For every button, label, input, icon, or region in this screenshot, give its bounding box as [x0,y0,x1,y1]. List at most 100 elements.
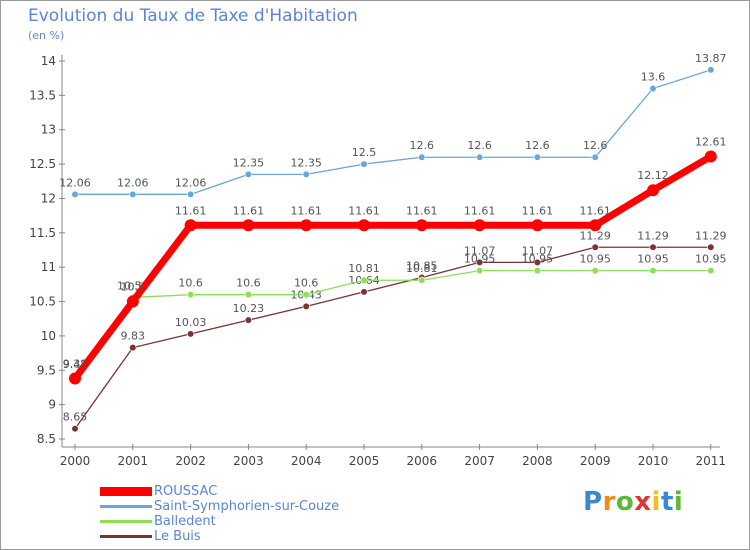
data-point-roussac [300,219,313,232]
data-point-le-buis [533,258,542,266]
data-label-roussac: 12.12 [637,169,669,182]
y-tick-label: 9 [48,398,56,412]
data-label-roussac: 11.61 [522,204,554,217]
proxiti-logo: Proxiti [583,487,683,517]
data-point-balledent [302,291,310,299]
data-point-le-buis [187,330,195,338]
data-point-roussac [69,372,81,385]
y-tick-label: 9.5 [37,363,56,377]
y-tick-label: 10.5 [29,295,56,309]
logo-letter: i [651,487,661,517]
legend-item-roussac: ROUSSAC [100,484,420,500]
y-tick-label: 11.5 [29,226,56,240]
legend-swatch-saint-symphorien [100,505,152,508]
data-label-saint-symphorien-sur-couze: 12.35 [290,156,322,169]
data-label-balledent: 10.95 [695,253,727,266]
data-label-balledent: 10.81 [348,262,380,275]
data-label-roussac: 11.61 [233,204,265,217]
data-label-balledent: 10.6 [236,277,261,290]
x-tick-label: 2003 [233,454,264,468]
x-tick-label: 2002 [175,454,206,468]
data-point-le-buis [360,288,368,296]
x-tick-label: 2006 [407,454,438,468]
legend-item-le-buis: Le Buis [100,529,420,545]
data-label-balledent: 10.95 [637,253,669,266]
data-point-roussac [531,219,544,232]
data-point-le-buis [129,343,137,352]
legend-label-balledent: Balledent [154,514,216,529]
x-tick-label: 2001 [118,454,149,468]
chart-title: Evolution du Taux de Taxe d'Habitation [28,6,358,26]
data-point-balledent [476,267,484,275]
data-label-saint-symphorien-sur-couze: 12.06 [59,176,91,189]
data-point-le-buis [244,316,252,324]
data-point-le-buis [591,243,599,251]
logo-letter: x [634,487,652,517]
logo-letter: P [583,487,603,517]
data-label-saint-symphorien-sur-couze: 12.35 [233,156,265,169]
data-point-le-buis [707,243,715,251]
legend-swatch-balledent [100,520,152,523]
data-label-balledent: 10.95 [579,253,611,266]
series-line-le-buis [74,246,712,430]
series-line-roussac [71,153,715,383]
data-label-balledent: 10.6 [178,277,203,290]
data-label-le-buis: 10.23 [233,302,265,315]
data-point-roussac [647,184,659,197]
data-label-saint-symphorien-sur-couze: 13.87 [695,52,727,65]
data-point-roussac [184,219,197,232]
data-point-balledent [418,276,426,284]
data-point-le-buis [71,425,79,433]
data-point-saint-symphorien-sur-couze [476,153,484,161]
data-label-balledent: 10.6 [294,277,319,290]
data-label-saint-symphorien-sur-couze: 12.06 [117,176,149,189]
data-point-saint-symphorien-sur-couze [707,66,715,74]
data-label-le-buis: 9.83 [121,330,146,343]
data-label-le-buis: 11.29 [637,229,669,242]
x-tick-label: 2005 [349,454,380,468]
data-label-le-buis: 10.03 [175,316,207,329]
data-point-balledent [533,267,542,275]
data-label-balledent: 10.95 [464,253,496,266]
logo-letter: o [615,487,635,517]
data-label-le-buis: 10.85 [406,259,438,272]
data-point-roussac [589,219,602,232]
data-point-roussac [704,150,717,163]
data-point-saint-symphorien-sur-couze [187,190,195,198]
series-line-saint-symphorien-sur-couze [74,69,712,195]
legend-item-balledent: Balledent [100,514,420,530]
data-point-roussac [358,219,370,232]
legend-item-saint-symphorien: Saint-Symphorien-sur-Couze [100,499,420,515]
data-point-roussac [126,295,139,308]
x-tick-label: 2007 [464,454,495,468]
data-point-balledent [187,291,195,299]
data-point-balledent [649,267,657,275]
legend-label-saint-symphorien: Saint-Symphorien-sur-Couze [154,499,340,514]
data-label-balledent: 10.95 [522,253,554,266]
data-point-saint-symphorien-sur-couze [649,84,657,93]
data-point-balledent [360,276,368,284]
logo-letter: t [660,487,674,517]
data-point-roussac [415,219,428,232]
data-label-roussac: 11.61 [464,204,496,217]
data-label-le-buis: 11.29 [579,229,611,242]
x-tick-label: 2008 [522,454,553,468]
data-point-le-buis [649,243,657,251]
data-point-saint-symphorien-sur-couze [302,170,310,178]
x-tick-label: 2009 [580,454,611,468]
data-label-saint-symphorien-sur-couze: 12.6 [583,139,608,152]
x-tick-label: 2000 [60,454,91,468]
data-label-saint-symphorien-sur-couze: 12.6 [525,139,550,152]
data-point-saint-symphorien-sur-couze [244,170,252,178]
data-point-saint-symphorien-sur-couze [591,153,599,161]
logo-letter: i [673,487,684,517]
data-point-balledent [591,267,599,275]
data-point-balledent [707,267,715,275]
legend-label-roussac: ROUSSAC [154,484,218,499]
y-tick-label: 12.5 [29,157,56,171]
data-point-saint-symphorien-sur-couze [71,190,79,198]
data-label-roussac: 11.61 [175,204,207,217]
data-point-saint-symphorien-sur-couze [533,153,542,161]
